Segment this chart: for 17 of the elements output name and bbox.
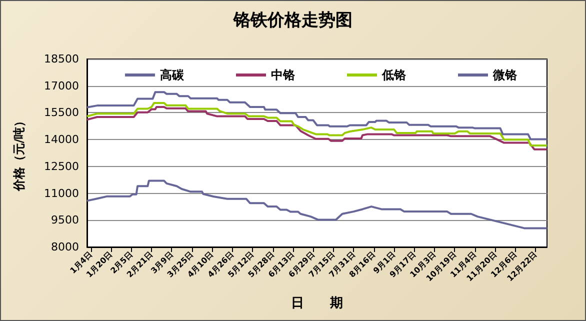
y-tick-label: 9500 xyxy=(51,214,79,227)
line-series xyxy=(86,91,548,140)
y-tick-label: 15500 xyxy=(44,106,79,120)
y-tick-label: 14000 xyxy=(44,133,79,146)
legend-label: 中铬 xyxy=(271,68,296,82)
legend-label: 低铬 xyxy=(381,68,407,82)
y-tick-label: 17000 xyxy=(44,79,79,92)
y-tick-label: 18500 xyxy=(44,52,79,66)
legend-label: 微铬 xyxy=(492,68,518,82)
y-tick-label: 8000 xyxy=(51,240,79,254)
line-series xyxy=(86,180,548,230)
y-tick-label: 11000 xyxy=(44,186,79,200)
x-axis-title: 日 期 xyxy=(291,296,343,311)
chart-title: 铬铁价格走势图 xyxy=(232,10,352,30)
legend-label: 高碳 xyxy=(160,68,185,82)
y-tick-label: 12500 xyxy=(44,160,79,173)
y-axis-title: 价格（元/吨） xyxy=(12,114,26,192)
